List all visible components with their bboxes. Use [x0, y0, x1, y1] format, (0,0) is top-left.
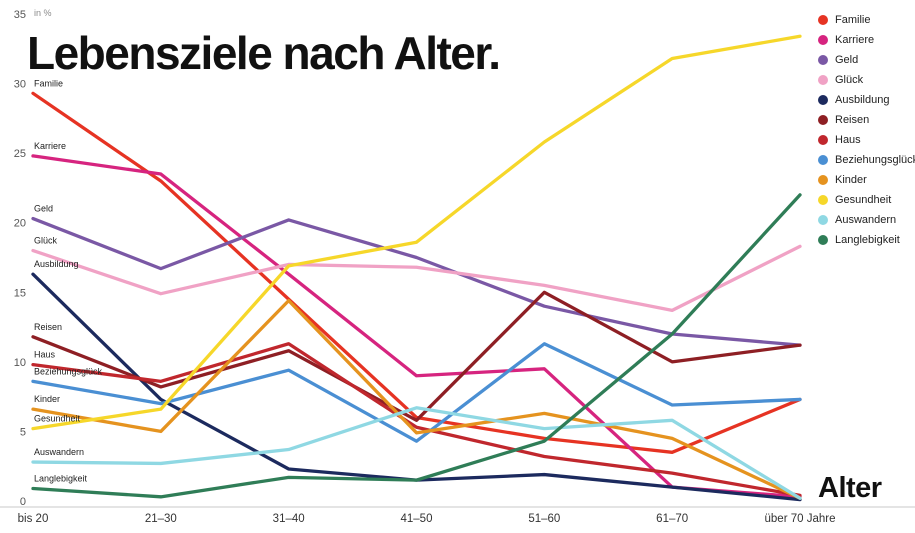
x-tick-label: 21–30 [145, 513, 177, 525]
legend-dot-icon [818, 15, 828, 25]
page-title: Lebensziele nach Alter. [27, 27, 501, 79]
series-line-reisen [31, 290, 802, 422]
x-tick-label: 41–50 [401, 513, 433, 525]
series-start-label-glück: Glück [34, 236, 58, 246]
x-tick-label: 51–60 [528, 513, 560, 525]
legend-label: Gesundheit [835, 194, 892, 206]
x-tick-label: bis 20 [18, 513, 49, 525]
series-line-haus [31, 342, 802, 498]
legend-dot-icon [818, 195, 828, 205]
y-tick-label: 5 [20, 426, 26, 438]
y-tick-label: 35 [14, 9, 26, 21]
series-line-geld [31, 216, 802, 347]
y-tick-label: 30 [14, 79, 26, 91]
x-tick-label: 31–40 [273, 513, 305, 525]
x-tick-label: 61–70 [656, 513, 688, 525]
chart-legend: Familie Karriere Geld Glück Ausbildung Reisen… [818, 14, 915, 246]
series-start-label-familie: Familie [34, 78, 63, 88]
series-line-auswandern [31, 406, 802, 500]
series-line-kinder [31, 298, 802, 500]
series-line-familie [31, 91, 802, 454]
legend-item-geld: Geld [818, 54, 915, 66]
series-start-label-haus: Haus [34, 350, 56, 360]
legend-dot-icon [818, 175, 828, 185]
legend-item-kinder: Kinder [818, 174, 915, 186]
legend-label: Beziehungsglück [835, 154, 915, 166]
series-start-label-geld: Geld [34, 204, 53, 214]
y-tick-label: 25 [14, 148, 26, 160]
legend-item-gesundheit: Gesundheit [818, 194, 915, 206]
legend-label: Karriere [835, 34, 875, 46]
series-start-label-ausbildung: Ausbildung [34, 259, 79, 269]
series-line-gesundheit [31, 34, 802, 431]
legend-item-langlebigkeit: Langlebigkeit [818, 234, 915, 246]
legend-dot-icon [818, 155, 828, 165]
series-start-label-kinder: Kinder [34, 394, 60, 404]
legend-dot-icon [818, 35, 828, 45]
series-start-label-beziehungsglück: Beziehungsglück [34, 366, 103, 376]
legend-label: Langlebigkeit [835, 234, 900, 246]
x-tick-label: über 70 Jahre [765, 513, 836, 525]
series-start-label-langlebigkeit: Langlebigkeit [34, 473, 88, 483]
legend-item-glück: Glück [818, 74, 915, 86]
legend-label: Haus [835, 134, 861, 146]
legend-dot-icon [818, 95, 828, 105]
series-line-beziehungsglück [31, 342, 802, 443]
x-axis-title: Alter [818, 472, 882, 504]
legend-item-karriere: Karriere [818, 34, 915, 46]
y-axis-unit-label: in % [34, 8, 52, 18]
legend-item-reisen: Reisen [818, 114, 915, 126]
legend-label: Familie [835, 14, 871, 26]
series-start-label-gesundheit: Gesundheit [34, 414, 81, 424]
legend-item-ausbildung: Ausbildung [818, 94, 915, 106]
legend-label: Glück [835, 74, 864, 86]
legend-item-haus: Haus [818, 134, 915, 146]
legend-label: Reisen [835, 114, 870, 126]
legend-dot-icon [818, 75, 828, 85]
series-start-label-karriere: Karriere [34, 141, 66, 151]
legend-label: Geld [835, 54, 859, 66]
legend-item-beziehungsglück: Beziehungsglück [818, 154, 915, 166]
legend-dot-icon [818, 215, 828, 225]
y-tick-label: 15 [14, 287, 26, 299]
legend-dot-icon [818, 55, 828, 65]
legend-dot-icon [818, 235, 828, 245]
legend-label: Ausbildung [835, 94, 890, 106]
series-line-ausbildung [31, 272, 802, 502]
legend-item-auswandern: Auswandern [818, 214, 915, 226]
y-tick-label: 0 [20, 496, 26, 508]
series-line-glück [31, 244, 802, 313]
legend-dot-icon [818, 115, 828, 125]
legend-item-familie: Familie [818, 14, 915, 26]
series-line-langlebigkeit [31, 193, 802, 499]
y-tick-label: 20 [14, 218, 26, 230]
series-start-label-reisen: Reisen [34, 322, 62, 332]
y-tick-label: 10 [14, 357, 26, 369]
series-start-label-auswandern: Auswandern [34, 447, 84, 457]
legend-label: Kinder [835, 174, 867, 186]
legend-label: Auswandern [835, 214, 897, 226]
legend-dot-icon [818, 135, 828, 145]
